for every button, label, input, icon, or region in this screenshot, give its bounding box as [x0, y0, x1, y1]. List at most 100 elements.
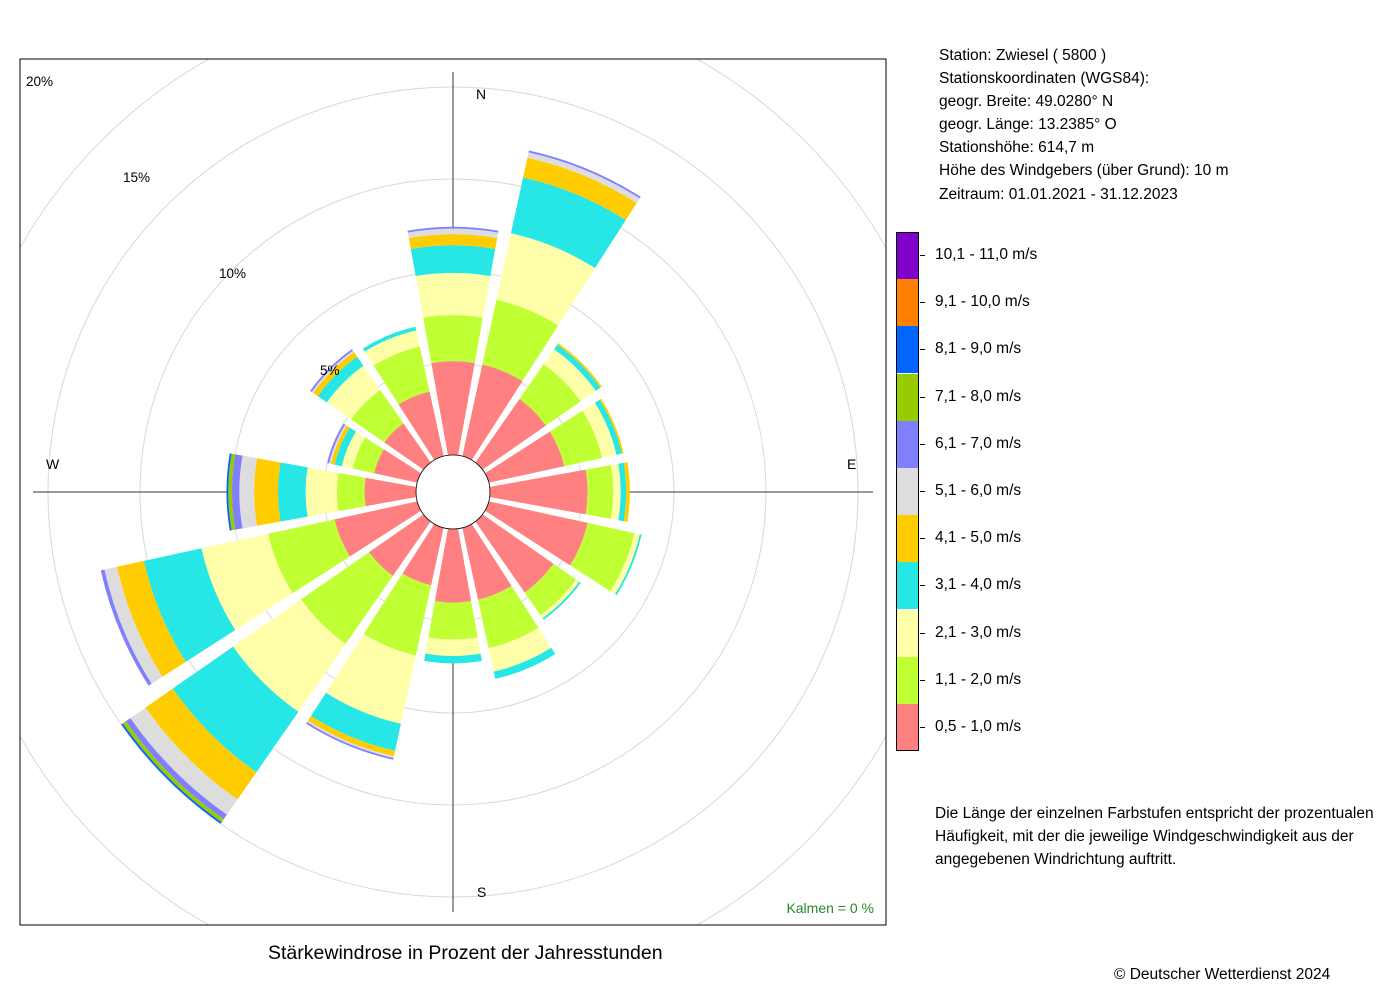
segment-S-class-3 — [425, 637, 481, 656]
legend-swatch — [896, 420, 919, 468]
legend-label: 4,1 - 5,0 m/s — [935, 529, 1022, 547]
south-label: S — [477, 884, 486, 900]
segment-SW-class-4 — [172, 646, 299, 773]
petal-NNO — [462, 150, 641, 461]
segment-WNW-class-7 — [327, 423, 346, 464]
legend-swatch — [896, 609, 919, 657]
segment-NO-class-5 — [557, 343, 602, 388]
segment-WSW-class-6 — [104, 566, 163, 684]
petal-WSW — [100, 501, 422, 686]
segment-SW-class-3 — [233, 599, 346, 712]
legend-item: 9,1 - 10,0 m/s — [896, 279, 1316, 327]
legend-swatch — [896, 326, 919, 374]
plot-frame — [19, 58, 887, 926]
segment-NNW-class-3 — [364, 330, 420, 366]
segment-W-class-7 — [231, 454, 243, 530]
petal-SO — [475, 514, 581, 620]
segment-O-class-3 — [611, 463, 621, 521]
segment-NW-class-7 — [310, 349, 353, 392]
segment-NNO-class-3 — [496, 233, 595, 326]
segment-S-class-2 — [428, 601, 478, 640]
segment-ONO-class-4 — [594, 399, 622, 455]
segment-W-class-8 — [228, 453, 236, 531]
legend-label: 0,5 - 1,0 m/s — [935, 718, 1022, 735]
segment-NNW-class-1 — [398, 391, 444, 461]
legend-swatch — [896, 656, 919, 704]
segment-W-class-4 — [278, 462, 308, 522]
legend-item: 10,1 - 11,0 m/s — [896, 232, 1316, 279]
radial-tick-label-5: 5% — [320, 363, 340, 378]
segment-SW-class-6 — [130, 707, 238, 815]
station-name: Station: Zwiesel ( 5800 ) — [939, 47, 1107, 64]
segment-WNW-class-5 — [330, 425, 350, 465]
segment-S-class-1 — [434, 528, 472, 603]
north-label: N — [476, 86, 486, 102]
segment-O-class-2 — [585, 465, 614, 519]
segment-N-class-7 — [407, 226, 499, 233]
segment-N-class-2 — [423, 315, 483, 363]
segment-ONO-class-5 — [599, 398, 624, 454]
segment-NNO-class-4 — [510, 177, 626, 269]
petal-ONO — [484, 398, 624, 483]
segment-NO-class-2 — [519, 364, 581, 426]
segment-WSW-class-7 — [100, 569, 152, 686]
segment-WSW-class-2 — [267, 519, 350, 594]
legend-swatch — [896, 515, 919, 563]
legend-tick — [920, 679, 925, 681]
segment-NO-class-1 — [475, 399, 546, 470]
segment-NNO-class-6 — [527, 152, 640, 204]
legend-tick — [920, 632, 925, 634]
station-longitude: geogr. Länge: 13.2385° O — [939, 116, 1117, 134]
segment-W-class-9 — [226, 453, 232, 531]
segment-S-class-4 — [424, 653, 482, 664]
station-elevation: Stationshöhe: 614,7 m — [939, 139, 1095, 157]
station-info: Station: Zwiesel ( 5800 ) Stationskoordi… — [939, 44, 1228, 206]
station-latitude: geogr. Breite: 49.0280° N — [939, 93, 1114, 111]
legend-tick — [920, 491, 925, 492]
segment-NW-class-1 — [384, 423, 431, 470]
petal-N — [407, 226, 499, 456]
petal-WNW — [327, 423, 422, 483]
legend-label: 7,1 - 8,0 m/s — [935, 387, 1022, 405]
segment-SSW-class-5 — [308, 715, 396, 757]
calms-label: Kalmen = 0 % — [786, 900, 874, 916]
copyright: © Deutscher Wetterdienst 2024 — [1114, 966, 1331, 983]
petal-NW — [310, 349, 431, 470]
legend-tick — [920, 585, 925, 587]
center-calm-circle — [415, 454, 491, 530]
legend-label: 3,1 - 4,0 m/s — [935, 576, 1022, 594]
segment-NO-class-4 — [554, 344, 601, 391]
segment-NNO-class-5 — [523, 157, 637, 221]
segment-NNO-class-2 — [482, 299, 559, 382]
segment-WSW-class-5 — [116, 560, 186, 677]
segment-WSW-class-1 — [334, 501, 422, 557]
segment-NO-class-3 — [543, 349, 596, 402]
segment-SO-class-2 — [524, 563, 577, 616]
segment-SW-class-5 — [145, 688, 257, 800]
legend-swatch — [896, 468, 919, 515]
segment-SSW-class-2 — [363, 573, 432, 656]
petal-S — [424, 528, 482, 664]
segment-NW-class-2 — [350, 389, 404, 443]
segment-NNO-class-1 — [462, 364, 523, 461]
petal-W — [226, 453, 417, 531]
station-coords-heading: Stationskoordinaten (WGS84): — [939, 70, 1150, 88]
petal-NO — [475, 343, 602, 470]
segment-SSO-class-4 — [493, 647, 556, 679]
legend-swatch — [896, 373, 919, 421]
legend-note: Die Länge der einzelnen Farbstufen entsp… — [935, 805, 1374, 868]
segment-N-class-6 — [407, 228, 499, 239]
petal-O — [489, 462, 630, 522]
legend-swatch — [896, 704, 919, 751]
segment-ONO-class-2 — [549, 410, 603, 467]
segment-SSO-class-3 — [488, 627, 552, 672]
segment-SSW-class-1 — [402, 523, 444, 586]
segment-SSW-class-7 — [306, 722, 394, 760]
segment-WNW-class-1 — [374, 449, 422, 483]
legend-item: 2,1 - 3,0 m/s — [896, 609, 1316, 657]
legend-item: 5,1 - 6,0 m/s — [896, 468, 1316, 515]
segment-WSW-class-4 — [143, 548, 236, 662]
west-label: W — [46, 456, 60, 472]
legend-item: 7,1 - 8,0 m/s — [896, 373, 1316, 421]
segment-NW-class-4 — [317, 356, 364, 403]
